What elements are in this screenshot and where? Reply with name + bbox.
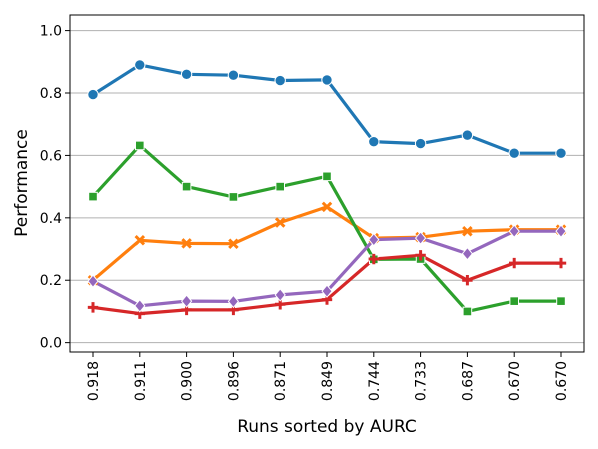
series-markers (87, 59, 567, 319)
series-4-point (368, 253, 379, 265)
series-2-point (228, 238, 239, 249)
series-3-point (556, 296, 566, 306)
series-5-point (321, 284, 333, 298)
series-1-point (87, 88, 99, 101)
y-axis-title: Performance (12, 129, 32, 237)
series-1-point (368, 135, 380, 148)
y-tick-label: 0.8 (40, 86, 62, 102)
series-5-point (227, 294, 240, 309)
series-3-point (462, 306, 473, 317)
series-4-point (509, 257, 520, 269)
series-5-point (461, 246, 474, 261)
series-1-point (555, 147, 567, 159)
series-1-point (414, 137, 427, 150)
x-tick-label: 0.871 (273, 361, 289, 401)
x-tick-label: 0.744 (367, 361, 383, 401)
series-5-point (87, 274, 99, 288)
x-tick-label: 0.670 (554, 361, 570, 401)
series-4-point (87, 302, 99, 313)
series-2-point (134, 235, 146, 246)
series-2-point (462, 225, 473, 237)
y-tick-label: 0.0 (40, 336, 62, 352)
series-5-point (274, 288, 286, 302)
x-tick-label: 0.849 (320, 361, 336, 401)
y-tick-label: 0.2 (40, 273, 62, 289)
series-1-point (227, 69, 240, 81)
series-2-point (321, 201, 333, 213)
x-axis-title: Runs sorted by AURC (237, 417, 417, 437)
y-tick-label: 0.6 (40, 148, 62, 164)
series-lines (91, 63, 563, 316)
series-1-point (321, 74, 333, 86)
series-3-point (322, 171, 332, 182)
series-1-point (180, 68, 193, 80)
y-tick-label: 0.4 (40, 211, 62, 227)
grid-lines (70, 30, 584, 344)
series-5-point (180, 294, 193, 308)
series-4-point (415, 250, 426, 261)
series-4-point (555, 257, 567, 269)
x-axis: 0.918 0.911 0.900 0.896 0.871 0.849 0.744 0.733… (86, 352, 570, 401)
series-3-point (135, 140, 145, 151)
y-tick-label: 1.0 (40, 24, 62, 40)
x-tick-label: 0.896 (226, 361, 242, 401)
series-4-point (462, 275, 473, 286)
x-tick-label: 0.911 (133, 361, 149, 401)
series-3-point (181, 181, 192, 192)
series-5-point (414, 231, 427, 245)
series-2-point (274, 217, 286, 228)
series-5-point (368, 232, 380, 247)
series-1-point (461, 129, 474, 141)
series-5-point (508, 224, 520, 239)
x-tick-label: 0.670 (507, 361, 523, 401)
series-3-point (228, 192, 239, 202)
series-1-point (134, 59, 146, 71)
x-tick-label: 0.918 (86, 361, 102, 401)
series-2-point (181, 238, 192, 249)
series-1-point (508, 147, 520, 159)
series-3-point (88, 191, 98, 202)
series-3-point (275, 181, 285, 192)
series-3-point (509, 296, 519, 306)
series-1-point (274, 74, 286, 87)
y-axis: 0.0 0.2 0.4 0.6 0.8 1.0 (40, 24, 70, 352)
series-5-point (134, 299, 146, 313)
x-tick-label: 0.733 (414, 361, 430, 401)
series-5-point (555, 224, 567, 239)
x-tick-label: 0.687 (460, 361, 476, 401)
x-tick-label: 0.900 (180, 361, 196, 401)
